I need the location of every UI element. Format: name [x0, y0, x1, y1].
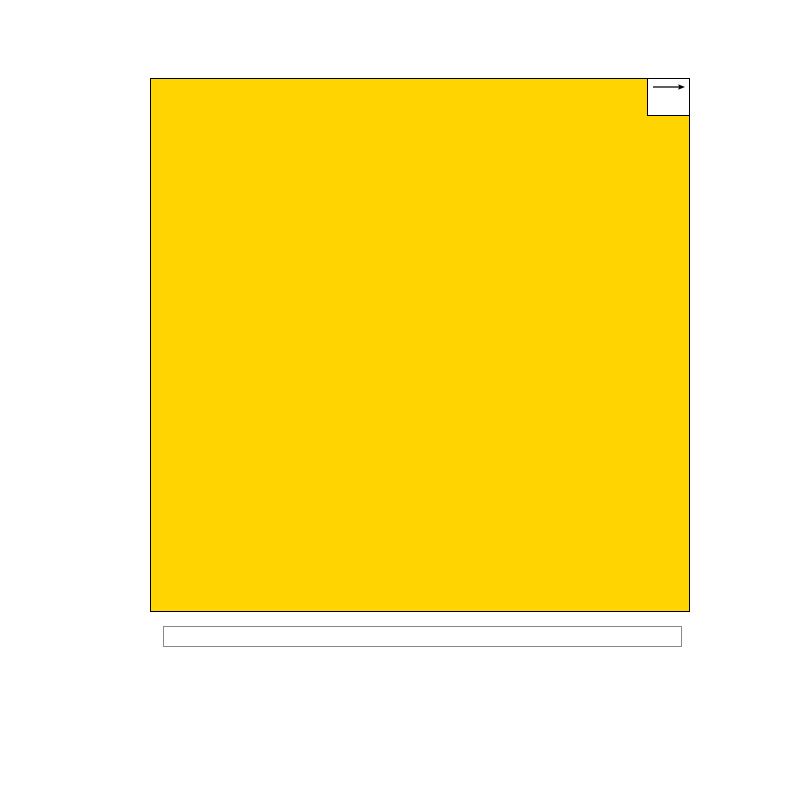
colorbar-tick-labels	[163, 648, 680, 666]
geographic-boundaries-layer	[151, 79, 690, 612]
wind-vector-layer	[151, 79, 689, 611]
colorbar[interactable]	[163, 626, 682, 647]
wind-vector-arrow-icon	[652, 83, 685, 90]
wind-reference-key	[646, 79, 689, 116]
map-plot-area[interactable]	[150, 78, 690, 612]
